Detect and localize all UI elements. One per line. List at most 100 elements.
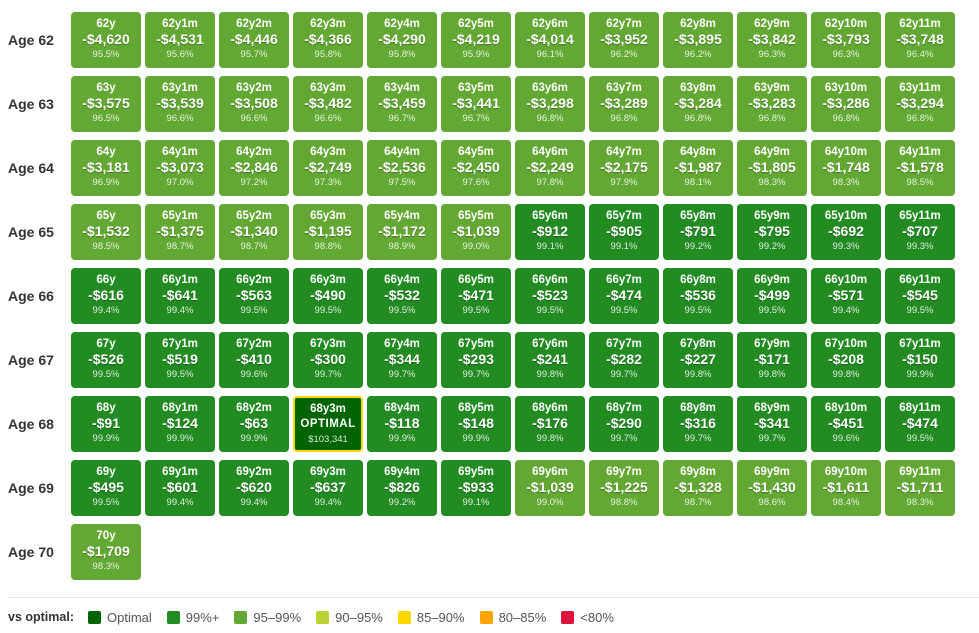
claim-cell[interactable]: 69y8m -$1,328 98.7%: [663, 460, 733, 516]
claim-cell[interactable]: 69y10m -$1,611 98.4%: [811, 460, 881, 516]
claim-cell[interactable]: 69y7m -$1,225 98.8%: [589, 460, 659, 516]
claim-cell[interactable]: 67y -$526 99.5%: [71, 332, 141, 388]
claim-cell[interactable]: 67y3m -$300 99.7%: [293, 332, 363, 388]
claim-cell[interactable]: 64y9m -$1,805 98.3%: [737, 140, 807, 196]
claim-cell[interactable]: 64y7m -$2,175 97.9%: [589, 140, 659, 196]
claim-cell[interactable]: 68y1m -$124 99.9%: [145, 396, 215, 452]
claim-cell[interactable]: 68y10m -$451 99.6%: [811, 396, 881, 452]
age-row: Age 63 63y -$3,575 96.5% 63y1m -$3,539 96.6% 63…: [0, 76, 979, 132]
claim-cell[interactable]: 64y11m -$1,578 98.5%: [885, 140, 955, 196]
claim-cell[interactable]: 66y -$616 99.4%: [71, 268, 141, 324]
claim-cell[interactable]: 68y7m -$290 99.7%: [589, 396, 659, 452]
claim-cell[interactable]: 63y4m -$3,459 96.7%: [367, 76, 437, 132]
claim-cell[interactable]: 64y8m -$1,987 98.1%: [663, 140, 733, 196]
claim-cell[interactable]: 68y2m -$63 99.9%: [219, 396, 289, 452]
claim-cell[interactable]: 67y11m -$150 99.9%: [885, 332, 955, 388]
cell-delta: -$1,328: [674, 479, 722, 495]
cell-age-label: 69y8m: [680, 466, 716, 478]
claim-cell[interactable]: 64y6m -$2,249 97.8%: [515, 140, 585, 196]
claim-cell[interactable]: 67y10m -$208 99.8%: [811, 332, 881, 388]
claim-cell[interactable]: 70y -$1,709 98.3%: [71, 524, 141, 580]
claim-cell[interactable]: 67y4m -$344 99.7%: [367, 332, 437, 388]
claim-cell[interactable]: 68y9m -$341 99.7%: [737, 396, 807, 452]
claim-cell[interactable]: 67y2m -$410 99.6%: [219, 332, 289, 388]
claim-cell[interactable]: 65y7m -$905 99.1%: [589, 204, 659, 260]
claim-cell[interactable]: 69y4m -$826 99.2%: [367, 460, 437, 516]
claim-cell[interactable]: 65y8m -$791 99.2%: [663, 204, 733, 260]
claim-cell[interactable]: 63y8m -$3,284 96.8%: [663, 76, 733, 132]
claim-cell[interactable]: 65y11m -$707 99.3%: [885, 204, 955, 260]
claim-cell[interactable]: 62y1m -$4,531 95.6%: [145, 12, 215, 68]
claim-cell[interactable]: 65y1m -$1,375 98.7%: [145, 204, 215, 260]
claim-cell[interactable]: 65y3m -$1,195 98.8%: [293, 204, 363, 260]
claim-cell[interactable]: 66y11m -$545 99.5%: [885, 268, 955, 324]
claim-cell[interactable]: 64y5m -$2,450 97.6%: [441, 140, 511, 196]
claim-cell[interactable]: 62y6m -$4,014 96.1%: [515, 12, 585, 68]
claim-cell[interactable]: 63y3m -$3,482 96.6%: [293, 76, 363, 132]
claim-cell[interactable]: 64y1m -$3,073 97.0%: [145, 140, 215, 196]
claim-cell[interactable]: 63y6m -$3,298 96.8%: [515, 76, 585, 132]
claim-cell[interactable]: 62y4m -$4,290 95.8%: [367, 12, 437, 68]
claim-cell[interactable]: 64y2m -$2,846 97.2%: [219, 140, 289, 196]
claim-cell[interactable]: 67y6m -$241 99.8%: [515, 332, 585, 388]
claim-cell[interactable]: 65y10m -$692 99.3%: [811, 204, 881, 260]
claim-cell[interactable]: 63y11m -$3,294 96.8%: [885, 76, 955, 132]
claim-cell[interactable]: 62y11m -$3,748 96.4%: [885, 12, 955, 68]
claim-cell[interactable]: 67y8m -$227 99.8%: [663, 332, 733, 388]
optimal-cell[interactable]: 68y3m OPTIMAL $103,341: [293, 396, 363, 452]
claim-cell[interactable]: 63y2m -$3,508 96.6%: [219, 76, 289, 132]
claim-cell[interactable]: 63y7m -$3,289 96.8%: [589, 76, 659, 132]
claim-cell[interactable]: 64y3m -$2,749 97.3%: [293, 140, 363, 196]
claim-cell[interactable]: 68y11m -$474 99.5%: [885, 396, 955, 452]
claim-cell[interactable]: 68y4m -$118 99.9%: [367, 396, 437, 452]
claim-cell[interactable]: 65y9m -$795 99.2%: [737, 204, 807, 260]
claim-cell[interactable]: 65y6m -$912 99.1%: [515, 204, 585, 260]
claim-cell[interactable]: 69y5m -$933 99.1%: [441, 460, 511, 516]
claim-cell[interactable]: 69y9m -$1,430 98.6%: [737, 460, 807, 516]
claim-cell[interactable]: 67y9m -$171 99.8%: [737, 332, 807, 388]
claim-cell[interactable]: 62y5m -$4,219 95.9%: [441, 12, 511, 68]
claim-cell[interactable]: 66y1m -$641 99.4%: [145, 268, 215, 324]
claim-cell[interactable]: 66y3m -$490 99.5%: [293, 268, 363, 324]
claim-cell[interactable]: 69y2m -$620 99.4%: [219, 460, 289, 516]
claim-cell[interactable]: 68y -$91 99.9%: [71, 396, 141, 452]
claim-cell[interactable]: 68y5m -$148 99.9%: [441, 396, 511, 452]
claim-cell[interactable]: 62y10m -$3,793 96.3%: [811, 12, 881, 68]
claim-cell[interactable]: 66y9m -$499 99.5%: [737, 268, 807, 324]
claim-cell[interactable]: 69y11m -$1,711 98.3%: [885, 460, 955, 516]
claim-cell[interactable]: 66y4m -$532 99.5%: [367, 268, 437, 324]
claim-cell[interactable]: 65y -$1,532 98.5%: [71, 204, 141, 260]
claim-cell[interactable]: 66y5m -$471 99.5%: [441, 268, 511, 324]
claim-cell[interactable]: 69y3m -$637 99.4%: [293, 460, 363, 516]
claim-cell[interactable]: 66y8m -$536 99.5%: [663, 268, 733, 324]
claim-cell[interactable]: 63y5m -$3,441 96.7%: [441, 76, 511, 132]
claim-cell[interactable]: 69y -$495 99.5%: [71, 460, 141, 516]
claim-cell[interactable]: 69y6m -$1,039 99.0%: [515, 460, 585, 516]
claim-cell[interactable]: 62y9m -$3,842 96.3%: [737, 12, 807, 68]
claim-cell[interactable]: 65y5m -$1,039 99.0%: [441, 204, 511, 260]
claim-cell[interactable]: 64y -$3,181 96.9%: [71, 140, 141, 196]
claim-cell[interactable]: 67y5m -$293 99.7%: [441, 332, 511, 388]
claim-cell[interactable]: 62y -$4,620 95.5%: [71, 12, 141, 68]
claim-cell[interactable]: 63y1m -$3,539 96.6%: [145, 76, 215, 132]
claim-cell[interactable]: 66y7m -$474 99.5%: [589, 268, 659, 324]
claim-cell[interactable]: 65y2m -$1,340 98.7%: [219, 204, 289, 260]
claim-cell[interactable]: 62y2m -$4,446 95.7%: [219, 12, 289, 68]
claim-cell[interactable]: 64y10m -$1,748 98.3%: [811, 140, 881, 196]
claim-cell[interactable]: 67y7m -$282 99.7%: [589, 332, 659, 388]
claim-cell[interactable]: 67y1m -$519 99.5%: [145, 332, 215, 388]
claim-cell[interactable]: 68y8m -$316 99.7%: [663, 396, 733, 452]
claim-cell[interactable]: 68y6m -$176 99.8%: [515, 396, 585, 452]
claim-cell[interactable]: 66y10m -$571 99.4%: [811, 268, 881, 324]
claim-cell[interactable]: 65y4m -$1,172 98.9%: [367, 204, 437, 260]
claim-cell[interactable]: 69y1m -$601 99.4%: [145, 460, 215, 516]
claim-cell[interactable]: 64y4m -$2,536 97.5%: [367, 140, 437, 196]
claim-cell[interactable]: 63y10m -$3,286 96.8%: [811, 76, 881, 132]
claim-cell[interactable]: 62y3m -$4,366 95.8%: [293, 12, 363, 68]
claim-cell[interactable]: 62y8m -$3,895 96.2%: [663, 12, 733, 68]
claim-cell[interactable]: 62y7m -$3,952 96.2%: [589, 12, 659, 68]
claim-cell[interactable]: 63y9m -$3,283 96.8%: [737, 76, 807, 132]
claim-cell[interactable]: 66y6m -$523 99.5%: [515, 268, 585, 324]
claim-cell[interactable]: 63y -$3,575 96.5%: [71, 76, 141, 132]
claim-cell[interactable]: 66y2m -$563 99.5%: [219, 268, 289, 324]
